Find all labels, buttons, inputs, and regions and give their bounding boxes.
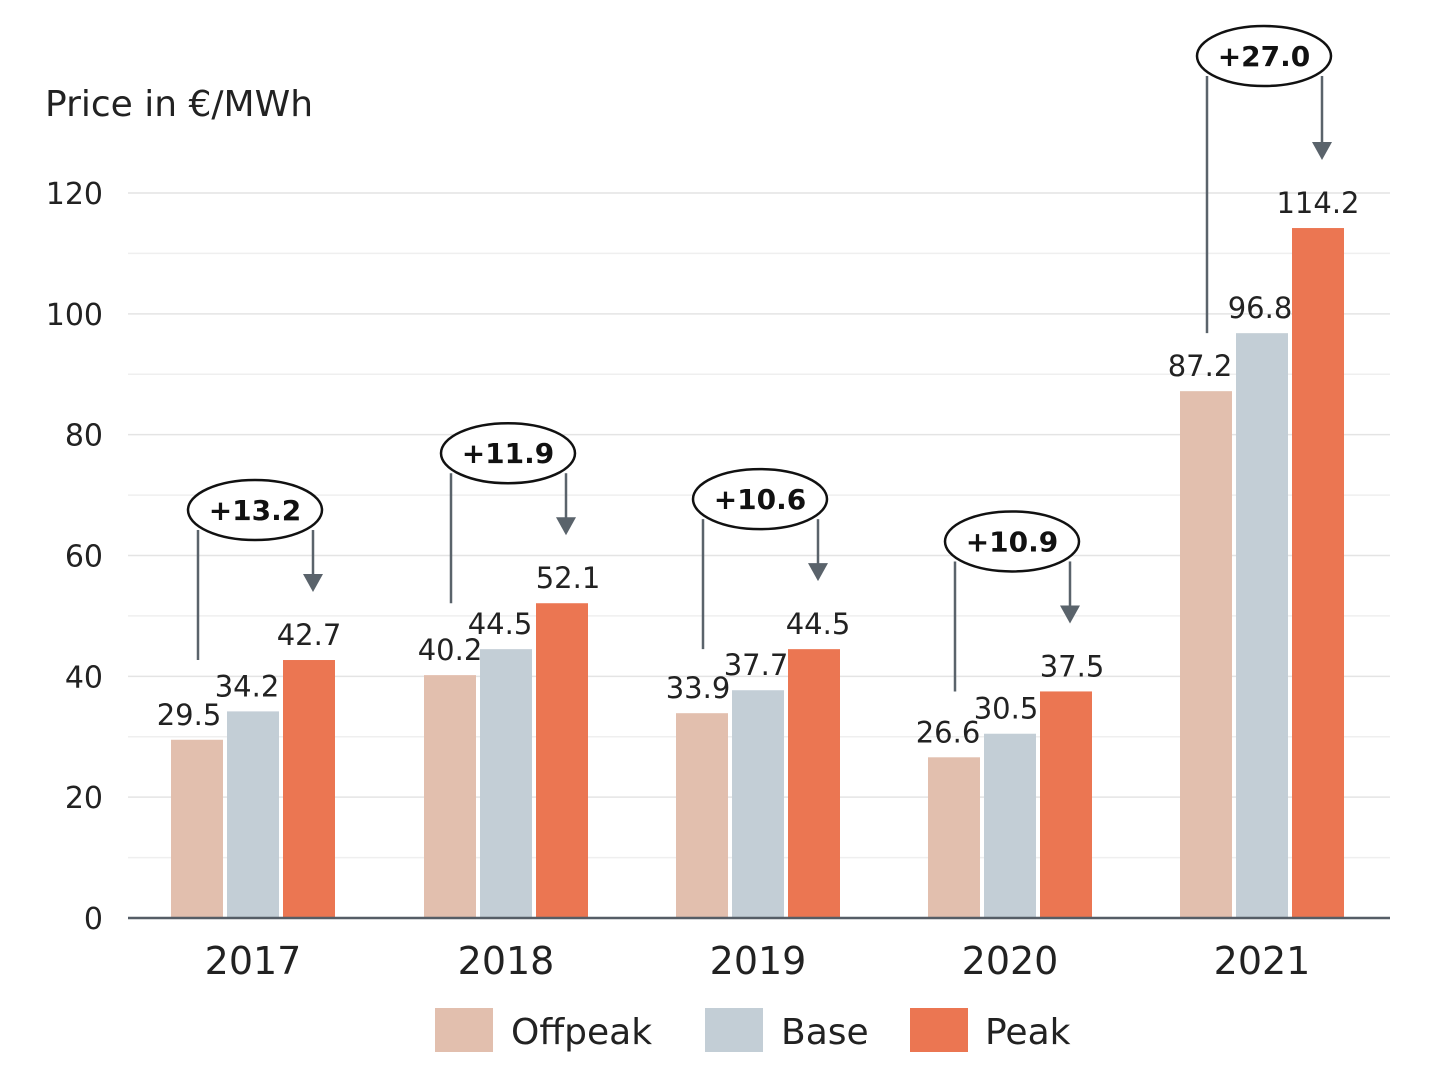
y-axis-ticks: 0 20 40 60 80 100 120 (46, 177, 103, 937)
annotation-label-2021: +27.0 (1218, 40, 1311, 73)
x-axis-ticks: 2017 2018 2019 2020 2021 (205, 939, 1311, 983)
bar-peak-2017 (283, 660, 335, 918)
value-label-base-2017: 34.2 (215, 669, 280, 703)
bar-offpeak-2020 (928, 757, 980, 918)
legend: Offpeak Base Peak (435, 1008, 1071, 1053)
value-label-base-2018: 44.5 (468, 607, 533, 641)
x-tick-label-2019: 2019 (710, 939, 807, 983)
legend-label-peak: Peak (985, 1012, 1071, 1053)
annotation-label-2020: +10.9 (966, 525, 1059, 558)
value-label-peak-2018: 52.1 (536, 561, 601, 595)
annotation-arrowhead-2019 (808, 563, 828, 582)
annotation-arrowhead-2021 (1312, 142, 1332, 161)
legend-swatch-peak (910, 1008, 968, 1052)
bar-base-2017 (227, 711, 279, 918)
x-tick-label-2020: 2020 (962, 939, 1059, 983)
bar-base-2018 (480, 649, 532, 918)
value-label-peak-2017: 42.7 (277, 618, 342, 652)
annotation-ellipse-2018 (439, 421, 577, 485)
bar-base-2020 (984, 733, 1036, 918)
value-label-peak-2019: 44.5 (786, 607, 851, 641)
y-tick-label: 100 (46, 298, 103, 333)
bar-peak-2021 (1292, 228, 1344, 918)
bar-offpeak-2019 (676, 713, 728, 918)
y-tick-label: 20 (65, 781, 103, 816)
y-tick-label: 60 (65, 540, 103, 575)
bar-offpeak-2017 (171, 739, 223, 918)
x-tick-label-2021: 2021 (1214, 939, 1311, 983)
value-label-offpeak-2021: 87.2 (1168, 349, 1233, 383)
legend-label-offpeak: Offpeak (511, 1012, 652, 1053)
value-label-offpeak-2018: 40.2 (418, 633, 483, 667)
value-labels: 29.534.242.7 40.244.552.133.937.744.526.6… (157, 186, 1360, 749)
value-label-peak-2020: 37.5 (1040, 649, 1105, 683)
value-label-base-2020: 30.5 (974, 692, 1039, 726)
bar-offpeak-2021 (1180, 391, 1232, 919)
value-label-offpeak-2019: 33.9 (666, 671, 731, 705)
legend-swatch-base (705, 1008, 763, 1052)
value-label-offpeak-2017: 29.5 (157, 698, 222, 732)
annotation-ellipse-2020 (943, 510, 1081, 573)
annotation-label-2019: +10.6 (714, 483, 807, 516)
value-label-offpeak-2020: 26.6 (916, 715, 981, 749)
y-tick-label: 80 (65, 419, 103, 454)
value-label-peak-2021: 114.2 (1276, 186, 1359, 220)
annotation-arrowhead-2018 (556, 517, 576, 536)
bar-peak-2020 (1040, 691, 1092, 918)
x-tick-label-2018: 2018 (458, 939, 555, 983)
bar-base-2019 (732, 690, 784, 918)
bars (171, 228, 1344, 919)
annotation-label-2017: +13.2 (209, 494, 302, 527)
annotation-ellipse-2017 (186, 478, 324, 542)
difference-annotations: +13.2 +11.9 +10.6 +10.9 +27.0 (186, 24, 1333, 692)
y-tick-label: 120 (46, 177, 103, 212)
bar-peak-2018 (536, 603, 588, 918)
bar-offpeak-2018 (424, 675, 476, 918)
legend-swatch-offpeak (435, 1008, 493, 1052)
annotation-ellipse-2019 (691, 467, 829, 531)
y-tick-label: 0 (84, 902, 103, 937)
value-label-base-2019: 37.7 (724, 648, 789, 682)
legend-label-base: Base (781, 1012, 869, 1053)
gridlines (128, 192, 1390, 859)
annotation-arrowhead-2017 (303, 574, 323, 593)
annotation-arrowhead-2020 (1060, 605, 1080, 624)
annotation-label-2018: +11.9 (462, 437, 555, 470)
y-axis-title: Price in €/MWh (45, 84, 313, 125)
annotation-ellipse-2021 (1195, 24, 1333, 88)
x-tick-label-2017: 2017 (205, 939, 302, 983)
value-label-base-2021: 96.8 (1228, 291, 1293, 325)
bar-base-2021 (1236, 333, 1288, 919)
y-tick-label: 40 (65, 660, 103, 695)
bar-peak-2019 (788, 649, 840, 918)
